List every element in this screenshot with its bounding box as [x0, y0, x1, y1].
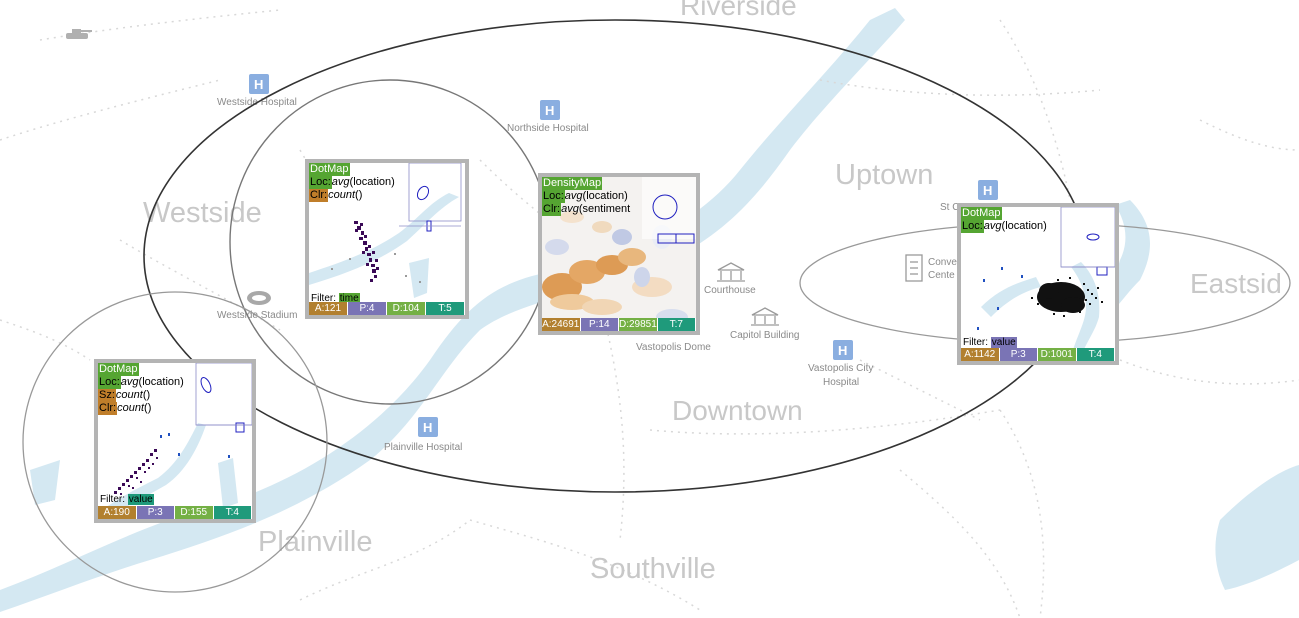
filter-value-tag[interactable]: value	[990, 337, 1017, 348]
filter-label: Filter: value	[100, 494, 154, 505]
chart-type-tag[interactable]: DotMap	[98, 363, 139, 376]
district-label-westside: Westside	[143, 197, 262, 229]
stat-t: T:7	[657, 318, 696, 331]
district-label-southville: Southville	[590, 553, 716, 585]
encoding-list: DensityMap Loc:avg(location) Clr:avg(sen…	[542, 177, 631, 216]
encoding-list: DotMap Loc:avg(location)	[961, 207, 1047, 233]
stat-a: A:190	[98, 506, 137, 519]
poi-label-vastopolis-dome: Vastopolis Dome	[636, 342, 711, 353]
hospital-icon: H	[418, 417, 438, 437]
data-dots	[1031, 277, 1103, 317]
capitol-building-icon	[751, 307, 779, 326]
tank-icon	[66, 29, 92, 39]
encoding-list: DotMap Loc:avg(location) Clr:count()	[309, 163, 395, 202]
poi-label-convention-center: Cente	[928, 270, 955, 281]
mini-map	[977, 207, 1115, 357]
poi-label-northside-hospital: Northside Hospital	[507, 123, 589, 134]
stat-t: T:4	[1076, 348, 1115, 361]
filter-value-tag[interactable]: time	[338, 293, 360, 304]
poi-label-plainville-hospital: Plainville Hospital	[384, 442, 462, 453]
stat-t: T:4	[213, 506, 252, 519]
hospital-icon: H	[249, 74, 269, 94]
stat-p: P:3	[999, 348, 1038, 361]
poi-label-st: St C	[940, 202, 959, 213]
stat-p: P:14	[580, 318, 619, 331]
data-dots	[354, 221, 379, 282]
svg-text:H: H	[838, 343, 847, 358]
poi-label-capitol-building: Capitol Building	[730, 330, 800, 341]
filter-label: Filter: value	[963, 337, 1017, 348]
dotmap-card-westside[interactable]: DotMap Loc:avg(location) Clr:count() Fil…	[305, 159, 469, 319]
stat-a: A:121	[309, 302, 348, 315]
stat-a: A:24691	[542, 318, 581, 331]
selection-circle-plainville[interactable]	[22, 291, 328, 593]
densitymap-card[interactable]: DensityMap Loc:avg(location) Clr:avg(sen…	[538, 173, 700, 335]
chart-type-tag[interactable]: DensityMap	[542, 177, 603, 190]
filter-label: Filter: time	[311, 293, 360, 304]
location-encoding-key[interactable]: Loc:	[542, 190, 565, 203]
svg-text:H: H	[423, 420, 432, 435]
location-encoding-key[interactable]: Loc:	[961, 220, 984, 233]
stat-p: P:3	[136, 506, 175, 519]
hospital-icon: H	[978, 180, 998, 200]
river	[0, 8, 1299, 612]
color-encoding-key[interactable]: Clr:	[309, 189, 329, 202]
stat-a: A:1142	[961, 348, 1000, 361]
district-label-downtown: Downtown	[672, 395, 803, 426]
stadium-icon	[247, 291, 271, 305]
stats-bar: A:190 P:3 D:155 T:4	[98, 506, 252, 519]
stat-d: D:29851	[619, 318, 658, 331]
stats-bar: A:121 P:4 D:104 T:5	[309, 302, 465, 315]
chart-type-tag[interactable]: DotMap	[961, 207, 1002, 220]
location-encoding-key[interactable]: Loc:	[98, 376, 121, 389]
stat-t: T:5	[426, 302, 465, 315]
density-heatmap	[542, 177, 696, 331]
poi-label-vastopolis-city-hospital: Vastopolis City	[808, 363, 873, 374]
location-encoding-key[interactable]: Loc:	[309, 176, 332, 189]
dotmap-card-plainville[interactable]: DotMap Loc:avg(location) Sz:count() Clr:…	[94, 359, 256, 523]
color-encoding-key[interactable]: Clr:	[98, 402, 118, 415]
svg-text:H: H	[545, 103, 554, 118]
stat-d: D:1001	[1038, 348, 1077, 361]
hospital-icon: H	[540, 100, 560, 120]
stat-d: D:104	[387, 302, 426, 315]
color-encoding-key[interactable]: Clr:	[542, 203, 562, 216]
district-label-plainville: Plainville	[258, 526, 372, 558]
size-encoding-key[interactable]: Sz:	[98, 389, 116, 402]
poi-label-vastopolis-city-hospital: Hospital	[823, 377, 859, 388]
district-label-eastside: Eastsid	[1190, 268, 1282, 299]
hospital-icon: H	[833, 340, 853, 360]
svg-text:H: H	[254, 77, 263, 92]
stat-p: P:4	[348, 302, 387, 315]
stats-bar: A:1142 P:3 D:1001 T:4	[961, 348, 1115, 361]
chart-type-tag[interactable]: DotMap	[309, 163, 350, 176]
svg-text:H: H	[983, 183, 992, 198]
data-dots	[114, 449, 158, 495]
district-label-uptown: Uptown	[835, 159, 933, 191]
stat-d: D:155	[175, 506, 214, 519]
district-label-riverside: Riverside	[680, 0, 797, 21]
encoding-list: DotMap Loc:avg(location) Sz:count() Clr:…	[98, 363, 184, 415]
filter-value-tag[interactable]: value	[127, 494, 154, 505]
poi-label-convention-center: Conve	[928, 257, 957, 268]
stats-bar: A:24691 P:14 D:29851 T:7	[542, 318, 696, 331]
poi-label-courthouse: Courthouse	[704, 285, 756, 296]
courthouse-icon	[717, 262, 745, 282]
dotmap-card-eastside[interactable]: DotMap Loc:avg(location) Filter: value A…	[957, 203, 1119, 365]
convention-center-icon	[905, 254, 923, 282]
mini-map	[309, 163, 462, 298]
